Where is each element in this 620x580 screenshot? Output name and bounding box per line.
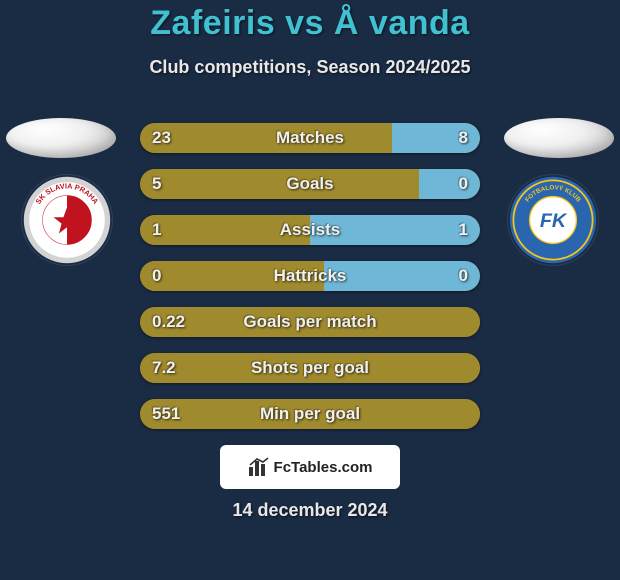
fk-teplice-crest: FOTBALOVÝ KLUB TEPLICE FK <box>508 175 598 265</box>
brand-badge: FcTables.com <box>220 445 400 489</box>
stat-row: Hattricks0 0 <box>140 261 480 291</box>
player-avatar-left <box>6 118 116 158</box>
stat-value-left: 551 <box>152 399 180 429</box>
stat-row: Assists1 1 <box>140 215 480 245</box>
stat-value-left: 7.2 <box>152 353 176 383</box>
stat-row: Matches23 8 <box>140 123 480 153</box>
stat-label: Goals per match <box>140 307 480 337</box>
stat-value-right: 0 <box>459 169 468 199</box>
slavia-praha-crest: SK SLAVIA PRAHA FOTBAL <box>22 175 112 265</box>
stat-row: Shots per goal7.2 <box>140 353 480 383</box>
stat-label: Shots per goal <box>140 353 480 383</box>
page-title: Zafeiris vs Å vanda <box>0 4 620 43</box>
stat-value-left: 23 <box>152 123 171 153</box>
comparison-bars: Matches238Goals50Assists11Hattricks00Goa… <box>140 123 480 445</box>
stat-row: Min per goal551 <box>140 399 480 429</box>
date-label: 14 december 2024 <box>0 500 620 521</box>
stat-value-right: 8 <box>459 123 468 153</box>
stat-label: Matches <box>140 123 480 153</box>
stat-row: Goals per match0.22 <box>140 307 480 337</box>
comparison-card: Zafeiris vs Å vanda Club competitions, S… <box>0 0 620 580</box>
stat-row: Goals5 0 <box>140 169 480 199</box>
stat-label: Assists <box>140 215 480 245</box>
stat-value-left: 0.22 <box>152 307 185 337</box>
stat-value-right: 0 <box>459 261 468 291</box>
crest-right-center-text: FK <box>540 210 568 232</box>
stat-label: Goals <box>140 169 480 199</box>
player-avatar-right <box>504 118 614 158</box>
page-subtitle: Club competitions, Season 2024/2025 <box>0 57 620 78</box>
stat-label: Min per goal <box>140 399 480 429</box>
stat-value-left: 5 <box>152 169 161 199</box>
brand-text: FcTables.com <box>274 459 373 476</box>
stat-value-right: 1 <box>459 215 468 245</box>
bars-logo-icon <box>248 457 270 477</box>
stat-value-left: 0 <box>152 261 161 291</box>
stat-label: Hattricks <box>140 261 480 291</box>
stat-value-left: 1 <box>152 215 161 245</box>
